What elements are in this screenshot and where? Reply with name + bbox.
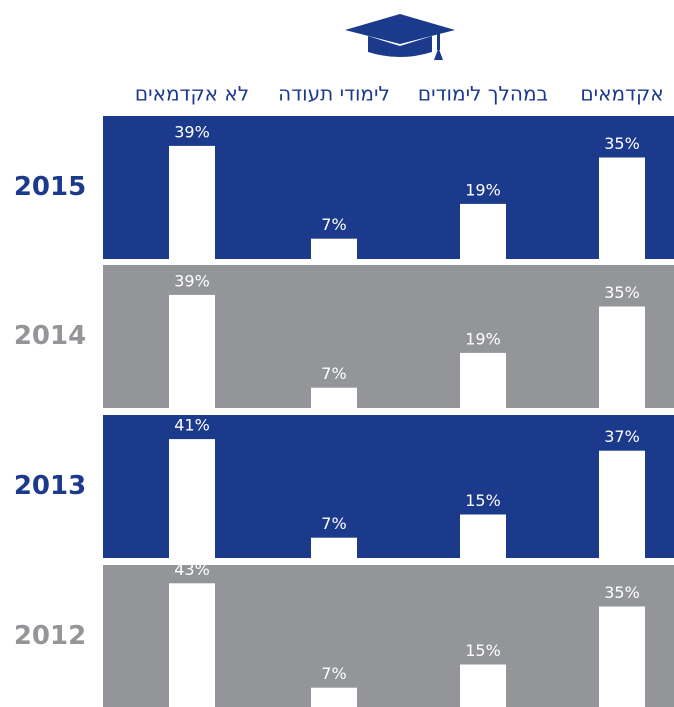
value-label: 7% xyxy=(321,664,346,683)
year-label: 2014 xyxy=(14,321,86,351)
value-label: 7% xyxy=(321,215,346,234)
bar xyxy=(311,238,357,259)
category-label: אקדמאים xyxy=(580,82,663,106)
value-label: 7% xyxy=(321,514,346,533)
value-label: 7% xyxy=(321,364,346,383)
category-label: במהלך לימודים xyxy=(418,82,548,106)
bar xyxy=(599,157,645,259)
bar xyxy=(169,583,215,707)
bar xyxy=(599,450,645,558)
value-label: 19% xyxy=(465,329,501,348)
bar xyxy=(599,306,645,408)
bar xyxy=(311,687,357,707)
year-label: 2013 xyxy=(14,471,86,501)
category-label: לא אקדמאים xyxy=(135,82,249,106)
bar xyxy=(460,203,506,259)
value-label: 43% xyxy=(174,560,210,579)
bar xyxy=(169,439,215,558)
value-label: 37% xyxy=(604,427,640,446)
value-label: 35% xyxy=(604,583,640,602)
year-label: 2012 xyxy=(14,621,86,651)
value-label: 19% xyxy=(465,180,501,199)
category-label: לימודי תעודה xyxy=(278,82,390,106)
bar xyxy=(460,664,506,707)
graduation-cap-icon xyxy=(345,14,455,60)
value-label: 15% xyxy=(465,641,501,660)
bar xyxy=(169,294,215,408)
value-label: 15% xyxy=(465,491,501,510)
bar xyxy=(169,145,215,259)
value-label: 35% xyxy=(604,283,640,302)
bar xyxy=(460,514,506,558)
bar xyxy=(460,352,506,408)
value-label: 39% xyxy=(174,271,210,290)
bar xyxy=(311,387,357,408)
value-label: 35% xyxy=(604,134,640,153)
value-label: 41% xyxy=(174,416,210,435)
value-label: 39% xyxy=(174,122,210,141)
bar xyxy=(311,537,357,558)
bar xyxy=(599,606,645,707)
year-label: 2015 xyxy=(14,172,86,202)
